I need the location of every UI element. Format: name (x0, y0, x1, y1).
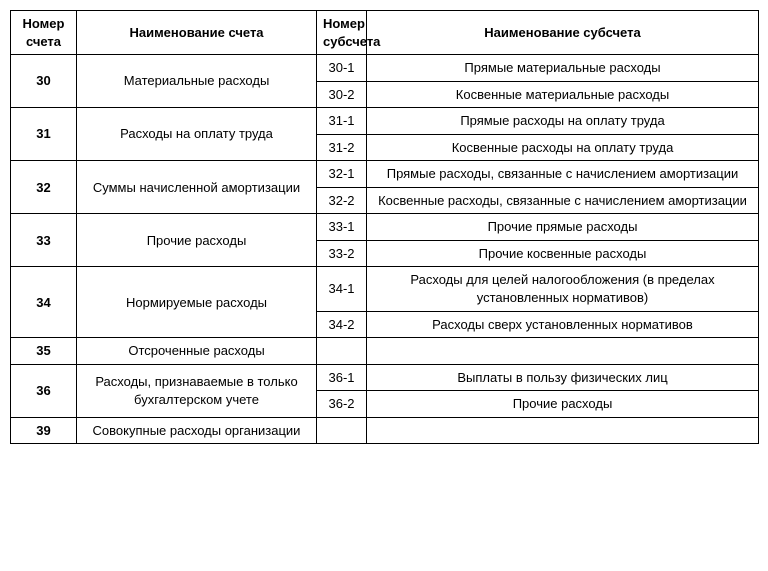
cell-sub-name (367, 417, 759, 444)
cell-acct-num: 32 (11, 161, 77, 214)
cell-sub-num: 31-1 (317, 108, 367, 135)
cell-sub-num: 36-1 (317, 364, 367, 391)
table-row: 31 Расходы на оплату труда 31-1 Прямые р… (11, 108, 759, 135)
cell-acct-name: Нормируемые расходы (77, 267, 317, 338)
cell-sub-name: Косвенные материальные расходы (367, 81, 759, 108)
header-sub-num: Номер субсчета (317, 11, 367, 55)
table-body: 30 Материальные расходы 30-1 Прямые мате… (11, 55, 759, 444)
accounts-table: Номер счета Наименование счета Номер суб… (10, 10, 759, 444)
cell-acct-name: Прочие расходы (77, 214, 317, 267)
cell-sub-num: 33-2 (317, 240, 367, 267)
cell-sub-name: Косвенные расходы, связанные с начислени… (367, 187, 759, 214)
cell-sub-name (367, 338, 759, 365)
cell-acct-num: 33 (11, 214, 77, 267)
cell-acct-name: Расходы на оплату труда (77, 108, 317, 161)
cell-sub-num: 30-1 (317, 55, 367, 82)
cell-acct-num: 39 (11, 417, 77, 444)
cell-acct-num: 31 (11, 108, 77, 161)
cell-sub-name: Прочие косвенные расходы (367, 240, 759, 267)
cell-sub-name: Прочие прямые расходы (367, 214, 759, 241)
cell-sub-num (317, 338, 367, 365)
cell-acct-name: Материальные расходы (77, 55, 317, 108)
table-row: 30 Материальные расходы 30-1 Прямые мате… (11, 55, 759, 82)
cell-sub-num: 36-2 (317, 391, 367, 418)
cell-sub-name: Прямые расходы, связанные с начислением … (367, 161, 759, 188)
table-row: 33 Прочие расходы 33-1 Прочие прямые рас… (11, 214, 759, 241)
cell-acct-name: Совокупные расходы организации (77, 417, 317, 444)
cell-sub-num: 32-1 (317, 161, 367, 188)
cell-acct-num: 34 (11, 267, 77, 338)
cell-sub-name: Прямые материальные расходы (367, 55, 759, 82)
cell-sub-name: Расходы для целей налогообложения (в пре… (367, 267, 759, 311)
header-row: Номер счета Наименование счета Номер суб… (11, 11, 759, 55)
cell-acct-name: Суммы начисленной амортизации (77, 161, 317, 214)
cell-sub-name: Прочие расходы (367, 391, 759, 418)
cell-acct-name: Отсроченные расходы (77, 338, 317, 365)
table-header: Номер счета Наименование счета Номер суб… (11, 11, 759, 55)
table-row: 35 Отсроченные расходы (11, 338, 759, 365)
table-row: 34 Нормируемые расходы 34-1 Расходы для … (11, 267, 759, 311)
table-row: 32 Суммы начисленной амортизации 32-1 Пр… (11, 161, 759, 188)
cell-sub-name: Расходы сверх установленных нормативов (367, 311, 759, 338)
cell-acct-num: 30 (11, 55, 77, 108)
cell-sub-num: 33-1 (317, 214, 367, 241)
cell-sub-num: 34-2 (317, 311, 367, 338)
cell-sub-num: 31-2 (317, 134, 367, 161)
header-acct-num: Номер счета (11, 11, 77, 55)
header-sub-name: Наименование субсчета (367, 11, 759, 55)
cell-sub-num: 30-2 (317, 81, 367, 108)
header-acct-name: Наименование счета (77, 11, 317, 55)
cell-sub-num (317, 417, 367, 444)
cell-sub-name: Выплаты в пользу физических лиц (367, 364, 759, 391)
cell-acct-num: 36 (11, 364, 77, 417)
cell-acct-name: Расходы, признаваемые в только бухгалтер… (77, 364, 317, 417)
cell-sub-name: Прямые расходы на оплату труда (367, 108, 759, 135)
cell-sub-name: Косвенные расходы на оплату труда (367, 134, 759, 161)
cell-sub-num: 32-2 (317, 187, 367, 214)
cell-sub-num: 34-1 (317, 267, 367, 311)
cell-acct-num: 35 (11, 338, 77, 365)
table-row: 39 Совокупные расходы организации (11, 417, 759, 444)
table-row: 36 Расходы, признаваемые в только бухгал… (11, 364, 759, 391)
